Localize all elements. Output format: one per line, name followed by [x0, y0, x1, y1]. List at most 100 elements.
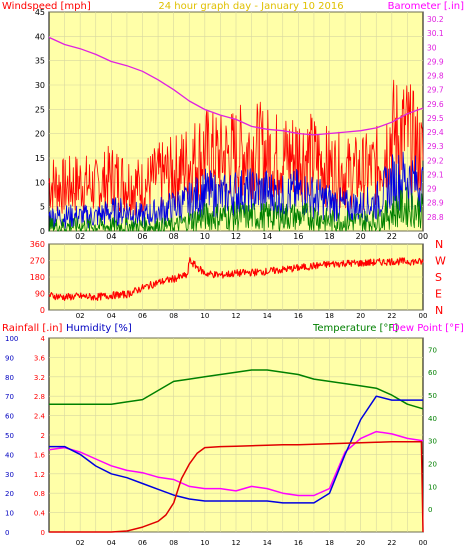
barometer-tick-label: 29.3	[427, 142, 444, 151]
direction-tick-label: 0	[40, 306, 45, 315]
barometer-tick-label: 29.2	[427, 156, 444, 165]
barometer-tick-label: 29.5	[427, 114, 444, 123]
windspeed-tick-label: 25	[35, 105, 45, 114]
rain-tick-label: 4	[41, 335, 46, 343]
temperature-axis-label: Temperature [°F]	[312, 323, 398, 334]
temp-x-tick-label: 00	[419, 539, 428, 547]
barometer-tick-label: 29.9	[427, 57, 444, 66]
compass-label: N	[435, 238, 443, 251]
direction-tick-label: 270	[30, 257, 45, 266]
compass-label: W	[435, 255, 446, 268]
wind-x-tick-label: 08	[169, 232, 179, 241]
wind-x-tick-label: 20	[356, 232, 366, 241]
barometer-tick-label: 30.1	[427, 29, 444, 38]
wind-low-line	[49, 186, 424, 232]
direction-x-tick-label: 16	[294, 312, 303, 320]
wind-gust-line	[48, 79, 424, 216]
wind-average-line	[48, 151, 424, 229]
wind-x-tick-label: 16	[293, 232, 303, 241]
direction-tick-label: 360	[30, 240, 45, 249]
temp-x-tick-label: 16	[294, 539, 303, 547]
direction-x-tick-label: 22	[387, 312, 396, 320]
barometer-tick-label: 29.1	[427, 170, 444, 179]
temp-x-tick-label: 12	[232, 539, 241, 547]
humidity-tick-label: 80	[5, 374, 14, 382]
temp-x-tick-label: 10	[200, 539, 209, 547]
barometer-tick-label: 28.8	[427, 213, 444, 222]
temp-x-tick-label: 18	[325, 539, 334, 547]
barometer-tick-label: 29.6	[427, 100, 444, 109]
windspeed-tick-label: 40	[35, 32, 45, 41]
wind-x-tick-label: 04	[106, 232, 116, 241]
temperature-tick-label: 70	[428, 346, 437, 354]
compass-label: N	[435, 304, 443, 317]
barometer-tick-label: 29.8	[427, 72, 444, 81]
temperature-tick-label: 30	[428, 438, 437, 446]
humidity-tick-label: 50	[5, 432, 14, 440]
humidity-tick-label: 70	[5, 393, 14, 401]
tick-labels: 05101520253035404528.828.92929.129.229.3…	[5, 8, 446, 547]
direction-x-tick-label: 04	[107, 312, 116, 320]
temperature-tick-label: 40	[428, 415, 437, 423]
direction-x-tick-label: 20	[356, 312, 365, 320]
wind-x-tick-label: 18	[324, 232, 334, 241]
windspeed-tick-label: 35	[35, 57, 45, 66]
barometer-line	[48, 36, 424, 136]
direction-x-tick-label: 14	[263, 312, 272, 320]
rain-tick-label: 2.4	[34, 413, 46, 421]
rain-tick-label: 0	[41, 529, 45, 537]
temperature-line	[49, 369, 424, 410]
windspeed-tick-label: 0	[40, 227, 45, 236]
windspeed-tick-label: 30	[35, 81, 45, 90]
temperature-tick-label: 20	[428, 461, 437, 469]
direction-x-tick-label: 08	[169, 312, 178, 320]
barometer-tick-label: 29	[427, 185, 437, 194]
chart-title: 24 hour graph day - January 10 2016	[158, 1, 343, 12]
temp-x-tick-label: 20	[356, 539, 365, 547]
wind-x-tick-label: 06	[137, 232, 147, 241]
direction-x-tick-label: 10	[200, 312, 209, 320]
humidity-tick-label: 20	[5, 490, 14, 498]
temperature-tick-label: 60	[428, 369, 437, 377]
rain-tick-label: 0.8	[34, 490, 45, 498]
barometer-tick-label: 28.9	[427, 199, 444, 208]
humidity-axis-label: Humidity [%]	[66, 323, 132, 334]
barometer-tick-label: 30	[427, 43, 437, 52]
temp-x-tick-label: 02	[76, 539, 85, 547]
barometer-tick-label: 30.2	[427, 15, 444, 24]
dewpoint-line	[48, 430, 424, 497]
rain-tick-label: 1.6	[34, 451, 46, 459]
wind-x-tick-label: 12	[231, 232, 241, 241]
dewpoint-axis-label: Dew Point [°F]	[392, 323, 464, 334]
rainfall-axis-label: Rainfall [.in]	[2, 323, 63, 334]
direction-x-tick-label: 18	[325, 312, 334, 320]
compass-label: E	[435, 288, 442, 301]
wind-x-tick-label: 02	[75, 232, 85, 241]
rain-tick-label: 3.6	[34, 354, 46, 362]
rain-tick-label: 2.8	[34, 393, 45, 401]
rain-tick-label: 1.2	[34, 471, 45, 479]
wind-x-tick-label: 22	[387, 232, 397, 241]
rain-tick-label: 2	[41, 432, 45, 440]
temperature-tick-label: 50	[428, 392, 437, 400]
wind-x-tick-label: 14	[262, 232, 272, 241]
temp-x-tick-label: 04	[107, 539, 116, 547]
humidity-tick-label: 60	[5, 413, 14, 421]
direction-x-tick-label: 06	[138, 312, 147, 320]
rain-tick-label: 0.4	[34, 510, 46, 518]
barometer-tick-label: 29.7	[427, 86, 444, 95]
temp-x-tick-label: 14	[263, 539, 272, 547]
temp-x-tick-label: 06	[138, 539, 147, 547]
humidity-tick-label: 40	[5, 451, 14, 459]
temperature-tick-label: 10	[428, 483, 437, 491]
humidity-tick-label: 90	[5, 354, 14, 362]
humidity-tick-label: 30	[5, 471, 14, 479]
humidity-tick-label: 10	[5, 510, 14, 518]
series-layer	[48, 36, 424, 533]
barometer-tick-label: 29.4	[427, 128, 444, 137]
direction-tick-label: 90	[35, 290, 45, 299]
windspeed-tick-label: 10	[35, 178, 45, 187]
direction-x-tick-label: 02	[76, 312, 85, 320]
